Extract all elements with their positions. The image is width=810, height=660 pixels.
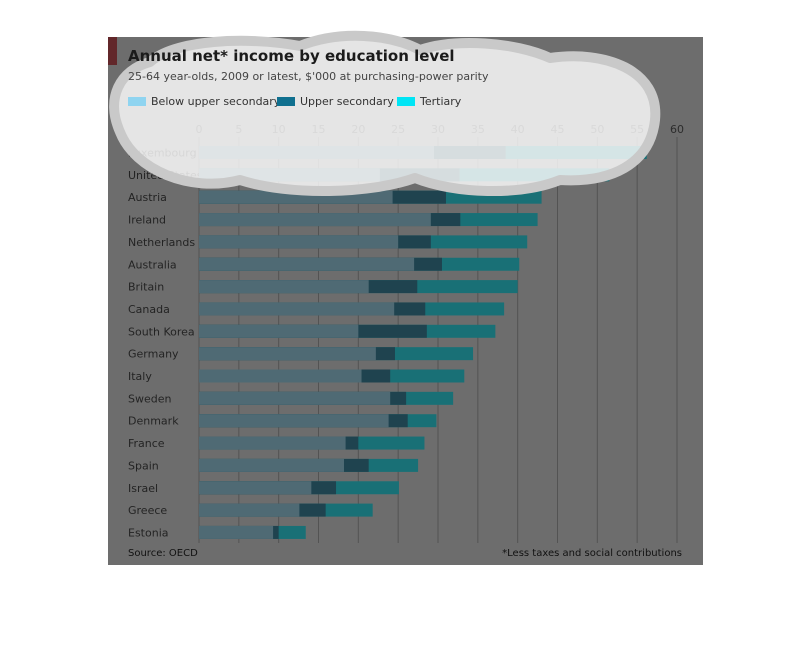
category-label: South Korea <box>128 325 195 338</box>
category-label: France <box>128 437 165 450</box>
legend-label: Below upper secondary <box>151 95 281 108</box>
x-tick-label: 40 <box>511 123 525 136</box>
x-tick-label: 10 <box>272 123 286 136</box>
bar-below-upper-secondary-denmark <box>199 414 389 428</box>
category-label: Israel <box>128 482 158 495</box>
bar-below-upper-secondary-israel <box>199 481 312 495</box>
category-label: United States <box>128 169 203 182</box>
bar-below-upper-secondary-italy <box>199 369 362 383</box>
category-label: Spain <box>128 459 159 472</box>
category-label: Canada <box>128 303 170 316</box>
legend-item-upper-secondary: Upper secondary <box>277 95 394 108</box>
category-label: Austria <box>128 191 167 204</box>
legend-swatch-tertiary <box>397 97 415 106</box>
bar-below-upper-secondary-germany <box>199 347 376 361</box>
x-tick-label: 50 <box>590 123 604 136</box>
legend-item-tertiary: Tertiary <box>397 95 461 108</box>
bar-below-upper-secondary-spain <box>199 458 344 472</box>
category-labels: Luxembourg United States Austria Ireland Net… <box>128 147 203 540</box>
bar-below-upper-secondary-france <box>199 436 346 450</box>
bar-below-upper-secondary-luxembourg <box>199 146 435 159</box>
bar-below-upper-secondary-canada <box>199 302 395 316</box>
bar-below-upper-secondary-ireland <box>199 213 431 227</box>
bar-below-upper-secondary-estonia <box>199 525 274 539</box>
category-label: Germany <box>128 348 179 361</box>
source-note: Source: OECD <box>128 548 198 559</box>
x-tick-label: 15 <box>312 123 326 136</box>
category-label: Sweden <box>128 392 171 405</box>
legend-label: Upper secondary <box>300 95 394 108</box>
x-tick-label: 0 <box>196 123 203 136</box>
bar-below-upper-secondary-sweden <box>199 391 391 405</box>
legend-swatch-below-upper-secondary <box>128 97 146 106</box>
category-label: Australia <box>128 258 177 271</box>
category-label: Greece <box>128 504 167 517</box>
x-tick-label: 60 <box>670 123 684 136</box>
x-tick-label: 25 <box>391 123 405 136</box>
chart-subtitle: 25-64 year-olds, 2009 or latest, $'000 a… <box>128 70 489 83</box>
category-label: Netherlands <box>128 236 195 249</box>
chart-title: Annual net* income by education level <box>128 47 455 65</box>
x-tick-label: 55 <box>630 123 644 136</box>
bar-below-upper-secondary-greece <box>199 503 300 517</box>
category-label: Britain <box>128 281 164 294</box>
category-label: Denmark <box>128 415 179 428</box>
x-tick-label: 30 <box>431 123 445 136</box>
legend-label: Tertiary <box>420 95 462 108</box>
x-tick-label: 35 <box>471 123 485 136</box>
category-label: Luxembourg <box>128 147 197 160</box>
x-tick-label: 45 <box>551 123 565 136</box>
x-tick-labels: 0 5 10 15 20 25 30 35 40 45 50 55 60 <box>196 123 685 136</box>
bar-below-upper-secondary-australia <box>199 257 415 271</box>
category-label: Italy <box>128 370 152 383</box>
legend-swatch-upper-secondary <box>277 97 295 106</box>
x-tick-label: 5 <box>235 123 242 136</box>
bar-below-upper-secondary-south-korea <box>199 324 359 338</box>
category-label: Estonia <box>128 526 169 539</box>
x-tick-label: 20 <box>351 123 365 136</box>
legend-item-below-upper-secondary: Below upper secondary <box>128 95 280 108</box>
category-label: Ireland <box>128 214 166 227</box>
bar-below-upper-secondary-netherlands <box>199 235 399 249</box>
bar-below-upper-secondary-britain <box>199 280 369 294</box>
footnote: *Less taxes and social contributions <box>502 548 682 559</box>
bar-below-upper-secondary-united-states <box>199 168 380 182</box>
bars <box>199 146 647 539</box>
bar-below-upper-secondary-austria <box>199 190 393 204</box>
